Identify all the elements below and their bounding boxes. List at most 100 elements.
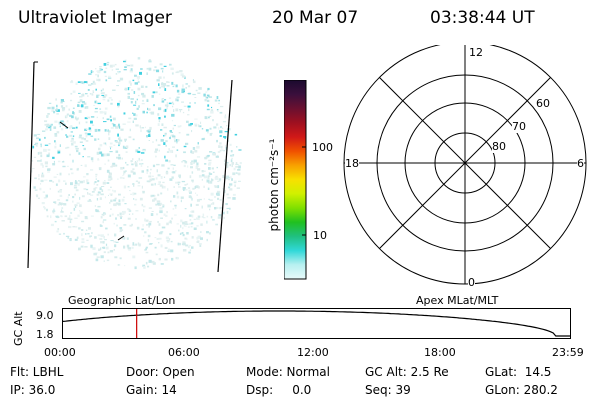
emission-pixel — [180, 196, 184, 199]
emission-pixel — [215, 155, 219, 158]
emission-pixel — [168, 97, 172, 99]
emission-pixel — [81, 137, 84, 140]
emission-pixel — [160, 139, 164, 142]
emission-pixel — [169, 136, 171, 140]
emission-pixel — [155, 139, 158, 142]
emission-pixel — [103, 260, 105, 262]
emission-pixel — [59, 172, 62, 176]
emission-pixel — [197, 240, 200, 243]
emission-pixel — [124, 139, 126, 142]
emission-pixel — [209, 199, 213, 201]
emission-pixel — [60, 128, 64, 131]
emission-pixel — [140, 68, 143, 70]
emission-pixel — [86, 128, 90, 130]
emission-pixel — [119, 176, 123, 179]
emission-pixel — [148, 129, 151, 133]
emission-pixel — [125, 63, 128, 66]
emission-pixel — [44, 120, 48, 123]
emission-pixel — [161, 100, 165, 103]
emission-pixel — [128, 117, 132, 120]
emission-pixel — [143, 266, 146, 269]
emission-pixel — [125, 145, 129, 149]
emission-pixel — [158, 120, 161, 123]
emission-pixel — [135, 149, 139, 153]
emission-pixel — [95, 68, 97, 70]
emission-pixel — [38, 151, 43, 155]
emission-pixel — [61, 209, 63, 213]
emission-pixel — [69, 153, 71, 156]
emission-pixel — [185, 142, 189, 145]
emission-pixel — [199, 244, 202, 247]
emission-pixel — [177, 93, 181, 95]
emission-pixel — [206, 179, 210, 183]
emission-pixel — [53, 212, 55, 214]
emission-pixel — [218, 145, 221, 148]
emission-pixel — [104, 142, 107, 145]
emission-pixel — [201, 178, 203, 181]
emission-pixel — [109, 142, 113, 145]
emission-pixel — [135, 180, 138, 182]
emission-pixel — [182, 249, 187, 252]
emission-pixel — [36, 144, 38, 147]
emission-pixel — [180, 125, 182, 127]
emission-pixel — [177, 183, 180, 186]
emission-pixel — [169, 130, 172, 133]
emission-pixel — [210, 109, 214, 112]
emission-pixel — [102, 241, 105, 244]
emission-pixel — [72, 111, 74, 114]
emission-pixel — [107, 75, 111, 77]
emission-pixel — [174, 214, 177, 216]
emission-pixel — [117, 214, 119, 217]
emission-pixel — [61, 161, 65, 163]
emission-pixel — [118, 199, 121, 203]
emission-pixel — [149, 172, 151, 175]
emission-pixel — [233, 167, 236, 171]
emission-pixel — [90, 194, 94, 196]
emission-pixel — [106, 118, 110, 121]
emission-pixel — [127, 92, 130, 95]
emission-pixel — [189, 244, 191, 247]
emission-pixel — [69, 220, 72, 223]
emission-pixel — [226, 175, 230, 179]
emission-pixel — [171, 120, 174, 122]
altitude-curve — [62, 310, 571, 337]
emission-pixel — [130, 68, 133, 71]
emission-pixel — [160, 67, 164, 70]
emission-pixel — [197, 215, 201, 218]
info-glat: GLat: 14.5 — [485, 365, 552, 379]
emission-pixel — [229, 207, 231, 210]
emission-pixel — [98, 248, 101, 251]
emission-pixel — [56, 113, 59, 115]
emission-pixel — [70, 168, 73, 171]
emission-pixel — [165, 144, 167, 147]
emission-pixel — [60, 120, 64, 123]
emission-pixel — [131, 163, 134, 166]
emission-pixel — [195, 185, 199, 189]
emission-pixel — [169, 63, 172, 66]
emission-pixel — [152, 262, 156, 265]
emission-pixel — [133, 91, 136, 94]
emission-pixel — [82, 145, 85, 147]
emission-pixel — [127, 95, 130, 99]
emission-pixel — [137, 87, 141, 91]
emission-pixel — [123, 196, 126, 198]
emission-pixel — [143, 209, 145, 212]
emission-pixel — [224, 145, 227, 148]
emission-pixel — [190, 150, 193, 154]
emission-pixel — [212, 119, 214, 122]
emission-pixel — [165, 214, 168, 217]
emission-pixel — [99, 197, 102, 200]
emission-pixel — [32, 160, 34, 162]
emission-pixel — [56, 109, 60, 112]
emission-pixel — [56, 173, 59, 175]
emission-pixel — [110, 199, 113, 203]
emission-pixel — [72, 159, 74, 163]
emission-pixel — [119, 77, 124, 81]
emission-pixel — [90, 247, 94, 249]
emission-pixel — [179, 109, 181, 113]
emission-pixel — [127, 87, 130, 91]
emission-pixel — [88, 127, 90, 130]
emission-pixel — [51, 106, 55, 110]
emission-pixel — [172, 105, 174, 108]
emission-pixel — [171, 176, 174, 179]
